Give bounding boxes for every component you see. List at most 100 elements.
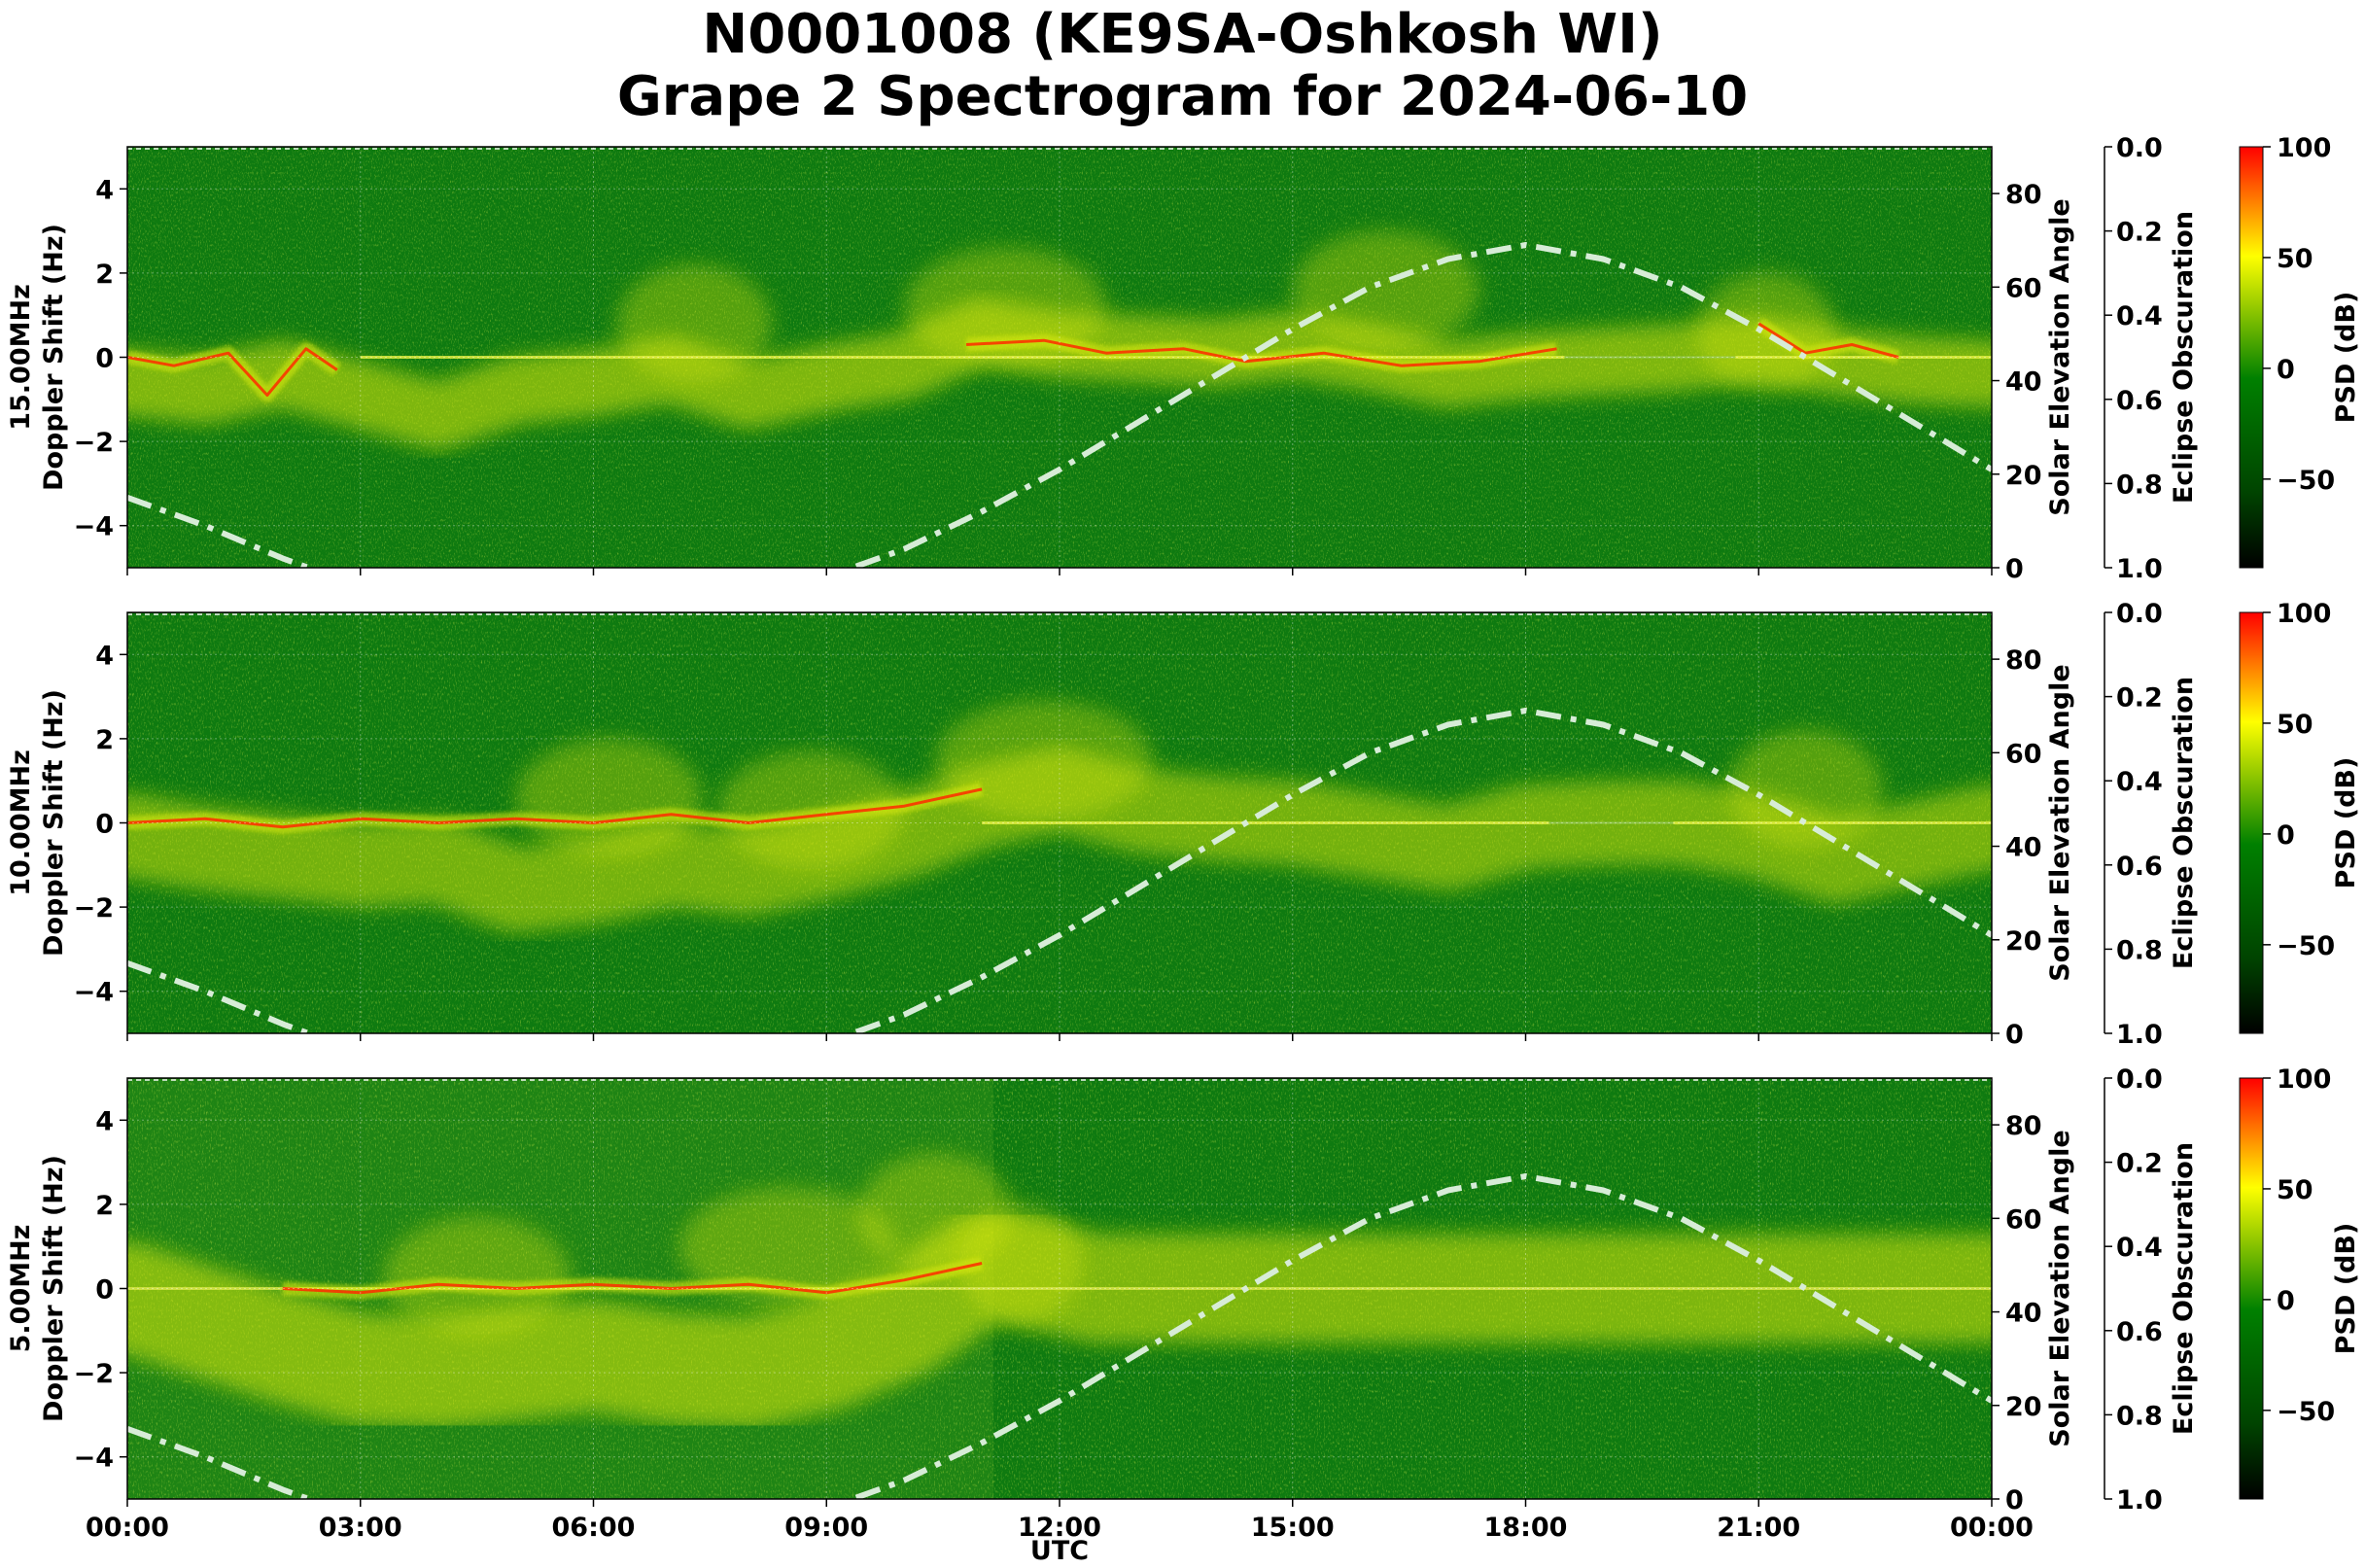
- y-tick-label: 0: [95, 1275, 114, 1306]
- eclipse-tick-label: 0.6: [2116, 386, 2163, 416]
- panel-15.00MHz: 420−2−415.00MHz Doppler Shift (Hz)8060402…: [6, 133, 2361, 584]
- eclipse-axis-label: Eclipse Obscuration: [2169, 677, 2199, 969]
- y2-axis-label: Solar Elevation Angle: [2045, 1130, 2075, 1446]
- doppler-trace: [282, 1262, 983, 1295]
- eclipse-axis-label: Eclipse Obscuration: [2169, 211, 2199, 504]
- colorbar-tick-label: 0: [2277, 355, 2295, 385]
- colorbar-tick-label: −50: [2277, 466, 2335, 496]
- x-tick-label: 15:00: [1251, 1513, 1335, 1543]
- eclipse-tick-label: 0.8: [2116, 470, 2163, 500]
- y-tick-label: −2: [74, 893, 114, 923]
- y-tick-label: −4: [74, 512, 114, 542]
- eclipse-tick-label: 0.0: [2116, 1064, 2163, 1095]
- doppler-plume: [383, 1216, 571, 1336]
- y-tick-label: 4: [95, 1106, 114, 1136]
- colorbar-tick-label: 100: [2277, 133, 2331, 163]
- doppler-plume: [958, 1203, 1084, 1323]
- x-tick-label: 00:00: [86, 1513, 169, 1543]
- x-tick-label: 21:00: [1717, 1513, 1800, 1543]
- colorbar: [2239, 146, 2264, 569]
- colorbar-label: PSD (dB): [2331, 1223, 2361, 1355]
- y-tick-label: 0: [95, 344, 114, 374]
- doppler-plume: [515, 738, 703, 857]
- y2-tick-label: 20: [2005, 1392, 2042, 1422]
- doppler-plume: [678, 1187, 897, 1307]
- y2-tick-label: 0: [2005, 554, 2024, 584]
- panel-5.00MHz: 420−2−45.00MHz Doppler Shift (Hz)80604020…: [6, 1064, 2361, 1543]
- y-tick-label: 2: [95, 260, 114, 290]
- eclipse-tick-label: 0.8: [2116, 1401, 2163, 1431]
- doppler-plume: [935, 700, 1154, 819]
- colorbar-tick-label: 50: [2277, 1175, 2313, 1205]
- y-axis-label: Doppler Shift (Hz): [39, 224, 69, 491]
- y2-tick-label: 60: [2005, 1204, 2042, 1235]
- eclipse-tick-label: 0.0: [2116, 133, 2163, 163]
- eclipse-tick-label: 0.2: [2116, 218, 2163, 248]
- spectrogram-area: [127, 1078, 1992, 1499]
- colorbar-tick-label: −50: [2277, 931, 2335, 961]
- colorbar: [2239, 1077, 2264, 1500]
- colorbar-tick-label: −50: [2277, 1397, 2335, 1427]
- y2-tick-label: 60: [2005, 273, 2042, 303]
- eclipse-tick-label: 0.6: [2116, 1317, 2163, 1347]
- x-tick-label: 00:00: [1950, 1513, 2034, 1543]
- doppler-plume: [616, 263, 773, 383]
- eclipse-tick-label: 0.4: [2116, 301, 2163, 331]
- y-axis-label-freq: 15.00MHz: [6, 284, 36, 431]
- y-tick-label: −4: [74, 1444, 114, 1474]
- chart-title-line2: Grape 2 Spectrogram for 2024-06-10: [616, 65, 1749, 128]
- y-tick-label: −4: [74, 978, 114, 1008]
- y-tick-label: 4: [95, 175, 114, 205]
- eclipse-axis-label: Eclipse Obscuration: [2169, 1142, 2199, 1435]
- colorbar-tick-label: 50: [2277, 244, 2313, 274]
- y2-tick-label: 20: [2005, 926, 2042, 957]
- y-tick-label: −2: [74, 428, 114, 458]
- y-axis-label: Doppler Shift (Hz): [39, 1155, 69, 1422]
- y2-tick-label: 0: [2005, 1020, 2024, 1050]
- y2-tick-label: 80: [2005, 180, 2042, 210]
- y2-tick-label: 60: [2005, 739, 2042, 769]
- y2-tick-label: 80: [2005, 645, 2042, 676]
- y-tick-label: 2: [95, 1191, 114, 1221]
- y2-axis-label: Solar Elevation Angle: [2045, 198, 2075, 515]
- y-tick-label: 4: [95, 641, 114, 671]
- eclipse-tick-label: 1.0: [2116, 554, 2163, 584]
- eclipse-tick-label: 0.8: [2116, 935, 2163, 965]
- colorbar-tick-label: 50: [2277, 710, 2313, 740]
- y-axis-label-freq: 5.00MHz: [6, 1225, 36, 1353]
- eclipse-tick-label: 0.0: [2116, 599, 2163, 629]
- eclipse-tick-label: 1.0: [2116, 1485, 2163, 1516]
- x-tick-label: 06:00: [552, 1513, 636, 1543]
- solar-elevation-curve: [127, 242, 1992, 568]
- colorbar-tick-label: 0: [2277, 820, 2295, 851]
- y-axis-label: Doppler Shift (Hz): [39, 689, 69, 957]
- panel-10.00MHz: 420−2−410.00MHz Doppler Shift (Hz)8060402…: [6, 599, 2361, 1050]
- spectrogram-area: [127, 612, 1992, 1033]
- eclipse-tick-label: 0.6: [2116, 852, 2163, 882]
- x-tick-label: 12:00: [1018, 1513, 1101, 1543]
- y2-tick-label: 0: [2005, 1485, 2024, 1516]
- chart-title-line1: N0001008 (KE9SA-Oshkosh WI): [702, 3, 1663, 66]
- doppler-plume: [1727, 729, 1884, 849]
- y-tick-label: −2: [74, 1359, 114, 1389]
- y2-tick-label: 80: [2005, 1111, 2042, 1141]
- doppler-trace: [127, 787, 983, 829]
- solar-elevation-curve: [127, 708, 1992, 1033]
- colorbar-label: PSD (dB): [2331, 292, 2361, 424]
- eclipse-tick-label: 0.2: [2116, 683, 2163, 714]
- x-tick-label: 18:00: [1484, 1513, 1568, 1543]
- y-tick-label: 2: [95, 725, 114, 755]
- y2-tick-label: 20: [2005, 461, 2042, 491]
- eclipse-tick-label: 1.0: [2116, 1020, 2163, 1050]
- doppler-trace: [1757, 322, 1899, 359]
- doppler-trace: [966, 338, 1557, 367]
- eclipse-tick-label: 0.4: [2116, 767, 2163, 797]
- eclipse-tick-label: 0.4: [2116, 1233, 2163, 1263]
- y-tick-label: 0: [95, 810, 114, 840]
- y2-tick-label: 40: [2005, 367, 2042, 398]
- doppler-plume: [1292, 230, 1479, 350]
- solar-elevation-curve: [127, 1173, 1992, 1499]
- doppler-trace: [127, 347, 338, 397]
- eclipse-tick-label: 0.2: [2116, 1149, 2163, 1179]
